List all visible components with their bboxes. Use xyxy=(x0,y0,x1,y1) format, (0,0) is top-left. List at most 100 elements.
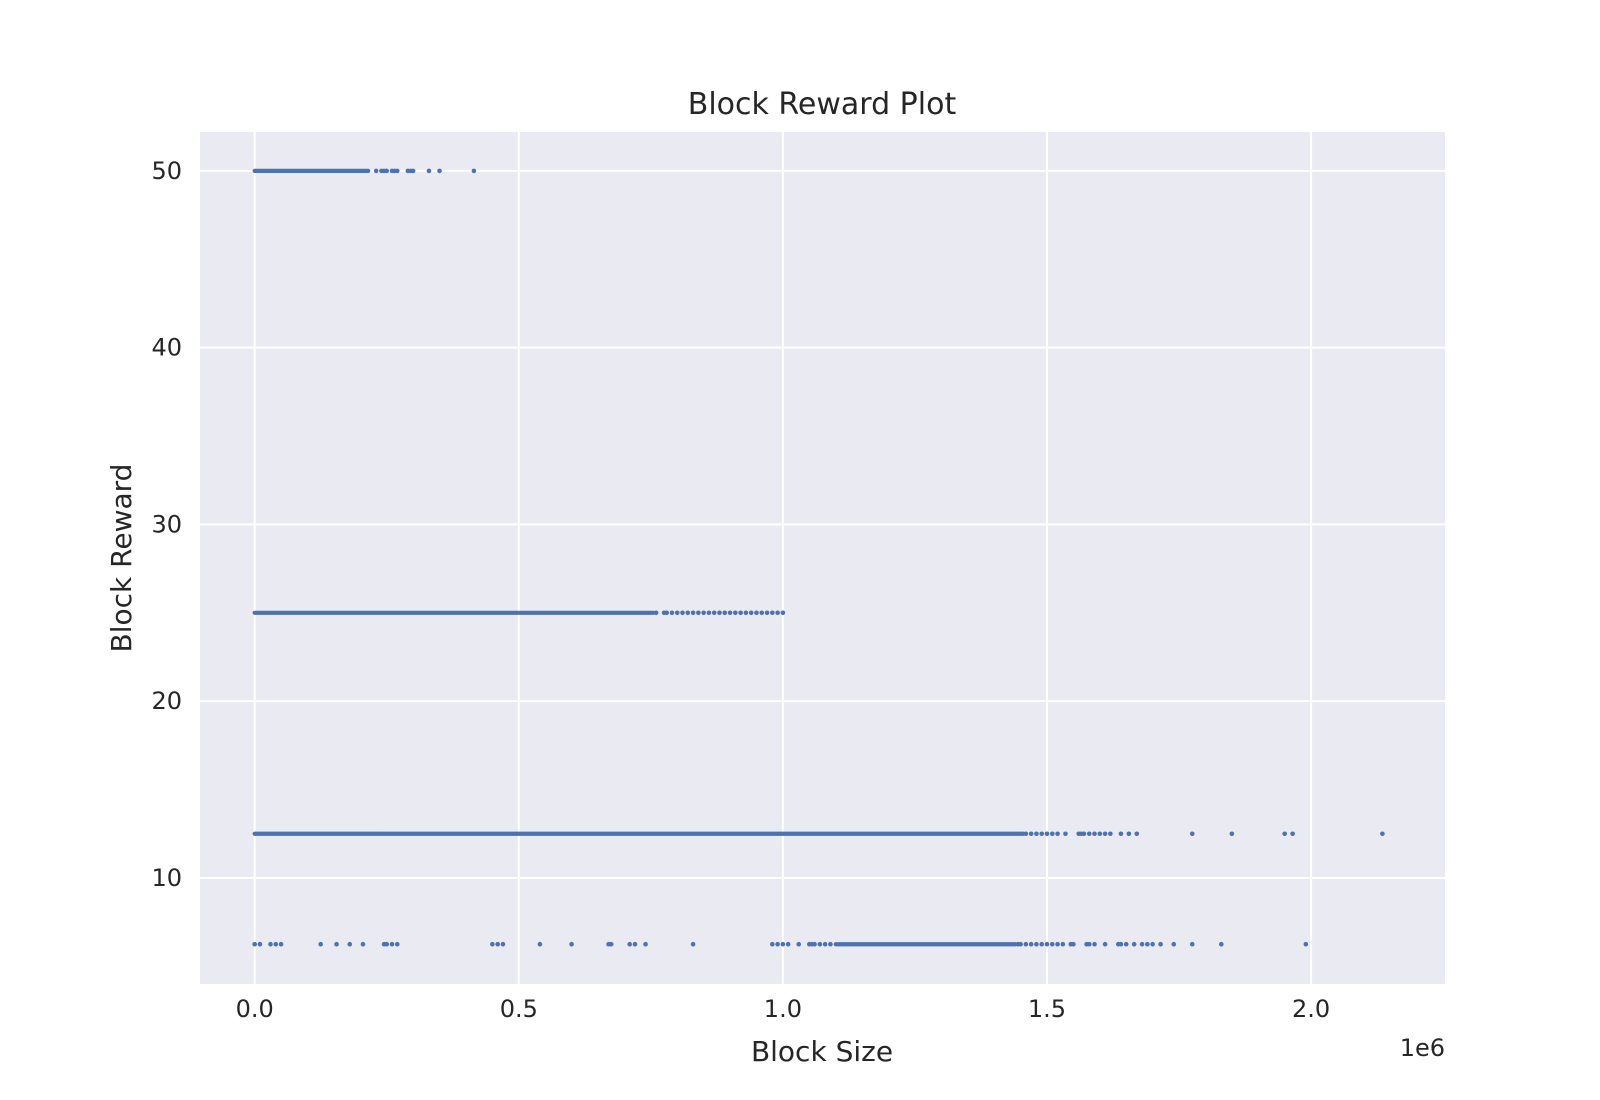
data-point xyxy=(608,941,614,947)
data-point xyxy=(537,941,543,947)
data-point xyxy=(822,941,828,947)
data-point xyxy=(748,610,754,616)
data-point xyxy=(1055,941,1060,947)
data-point xyxy=(1282,831,1287,837)
data-point xyxy=(1229,831,1235,837)
data-point xyxy=(627,941,633,947)
data-point xyxy=(1145,941,1150,947)
data-point xyxy=(273,941,279,947)
y-tick-label: 10 xyxy=(151,864,182,892)
data-point xyxy=(1060,941,1066,947)
data-point xyxy=(278,941,284,947)
x-axis-ticks: 0.0 0.5 1.0 1.5 2.0 xyxy=(236,995,1331,1023)
data-point xyxy=(1219,941,1224,947)
data-point xyxy=(1118,941,1124,947)
data-point xyxy=(770,941,775,947)
data-point xyxy=(727,610,733,616)
data-point xyxy=(490,941,495,947)
data-point xyxy=(495,941,500,947)
data-point xyxy=(1134,831,1140,837)
data-point xyxy=(1102,941,1108,947)
data-point xyxy=(347,941,353,947)
data-point xyxy=(780,941,786,947)
data-point xyxy=(1097,831,1103,837)
data-point xyxy=(669,610,675,616)
data-point xyxy=(1049,941,1055,947)
data-point xyxy=(1139,941,1145,947)
data-point xyxy=(1071,941,1076,947)
data-point xyxy=(1081,831,1087,837)
data-point xyxy=(653,610,659,616)
data-point xyxy=(268,941,273,947)
data-point xyxy=(318,941,323,947)
x-tick-label: 2.0 xyxy=(1292,995,1330,1023)
data-point xyxy=(1018,941,1023,947)
data-point xyxy=(1034,941,1039,947)
data-point xyxy=(1044,831,1050,837)
data-point xyxy=(1023,831,1029,837)
data-point xyxy=(437,168,442,174)
data-point xyxy=(410,168,416,174)
data-point xyxy=(360,941,366,947)
data-point xyxy=(1044,941,1050,947)
data-point xyxy=(1150,941,1155,947)
x-tick-label: 1.0 xyxy=(764,995,802,1023)
data-point xyxy=(1189,831,1195,837)
x-tick-label: 0.5 xyxy=(500,995,538,1023)
data-point xyxy=(690,941,696,947)
chart-title: Block Reward Plot xyxy=(688,87,957,122)
scatter-points xyxy=(252,168,1385,947)
data-point xyxy=(394,941,400,947)
y-tick-label: 30 xyxy=(151,510,182,538)
data-point xyxy=(373,168,379,174)
data-point xyxy=(389,941,395,947)
data-point xyxy=(743,610,749,616)
data-point xyxy=(257,941,263,947)
data-point xyxy=(1102,831,1108,837)
data-point xyxy=(775,610,780,616)
data-point xyxy=(334,941,339,947)
data-point xyxy=(1290,831,1295,837)
data-point xyxy=(384,168,390,174)
data-point xyxy=(1171,941,1177,947)
data-point xyxy=(722,610,728,616)
data-point xyxy=(780,610,786,616)
data-point xyxy=(1092,831,1097,837)
data-point xyxy=(680,610,685,616)
data-point xyxy=(426,168,432,174)
data-point xyxy=(1034,831,1039,837)
data-point xyxy=(1303,941,1309,947)
data-point xyxy=(1028,831,1034,837)
data-point xyxy=(754,610,759,616)
data-point xyxy=(674,610,680,616)
data-point xyxy=(1039,831,1045,837)
data-point xyxy=(1158,941,1163,947)
data-point xyxy=(759,610,765,616)
data-point xyxy=(632,941,638,947)
data-point xyxy=(817,941,823,947)
data-point xyxy=(706,610,712,616)
data-point xyxy=(717,610,722,616)
x-tick-label: 1.5 xyxy=(1028,995,1066,1023)
y-axis-label: Block Reward xyxy=(105,464,138,653)
data-point xyxy=(384,941,390,947)
data-point xyxy=(711,610,717,616)
data-point xyxy=(1028,941,1034,947)
data-point xyxy=(569,941,574,947)
data-point xyxy=(1092,941,1097,947)
data-point xyxy=(1086,831,1092,837)
data-point xyxy=(770,610,775,616)
data-point xyxy=(685,610,691,616)
data-point xyxy=(1131,941,1137,947)
x-axis-label: Block Size xyxy=(751,1035,893,1068)
data-point xyxy=(1039,941,1045,947)
data-point xyxy=(1118,831,1124,837)
data-point xyxy=(471,168,477,174)
data-point xyxy=(1086,941,1092,947)
x-axis-offset-label: 1e6 xyxy=(1400,1034,1445,1062)
data-point xyxy=(1063,831,1068,837)
data-point xyxy=(775,941,780,947)
data-point xyxy=(812,941,817,947)
data-point xyxy=(1049,831,1055,837)
